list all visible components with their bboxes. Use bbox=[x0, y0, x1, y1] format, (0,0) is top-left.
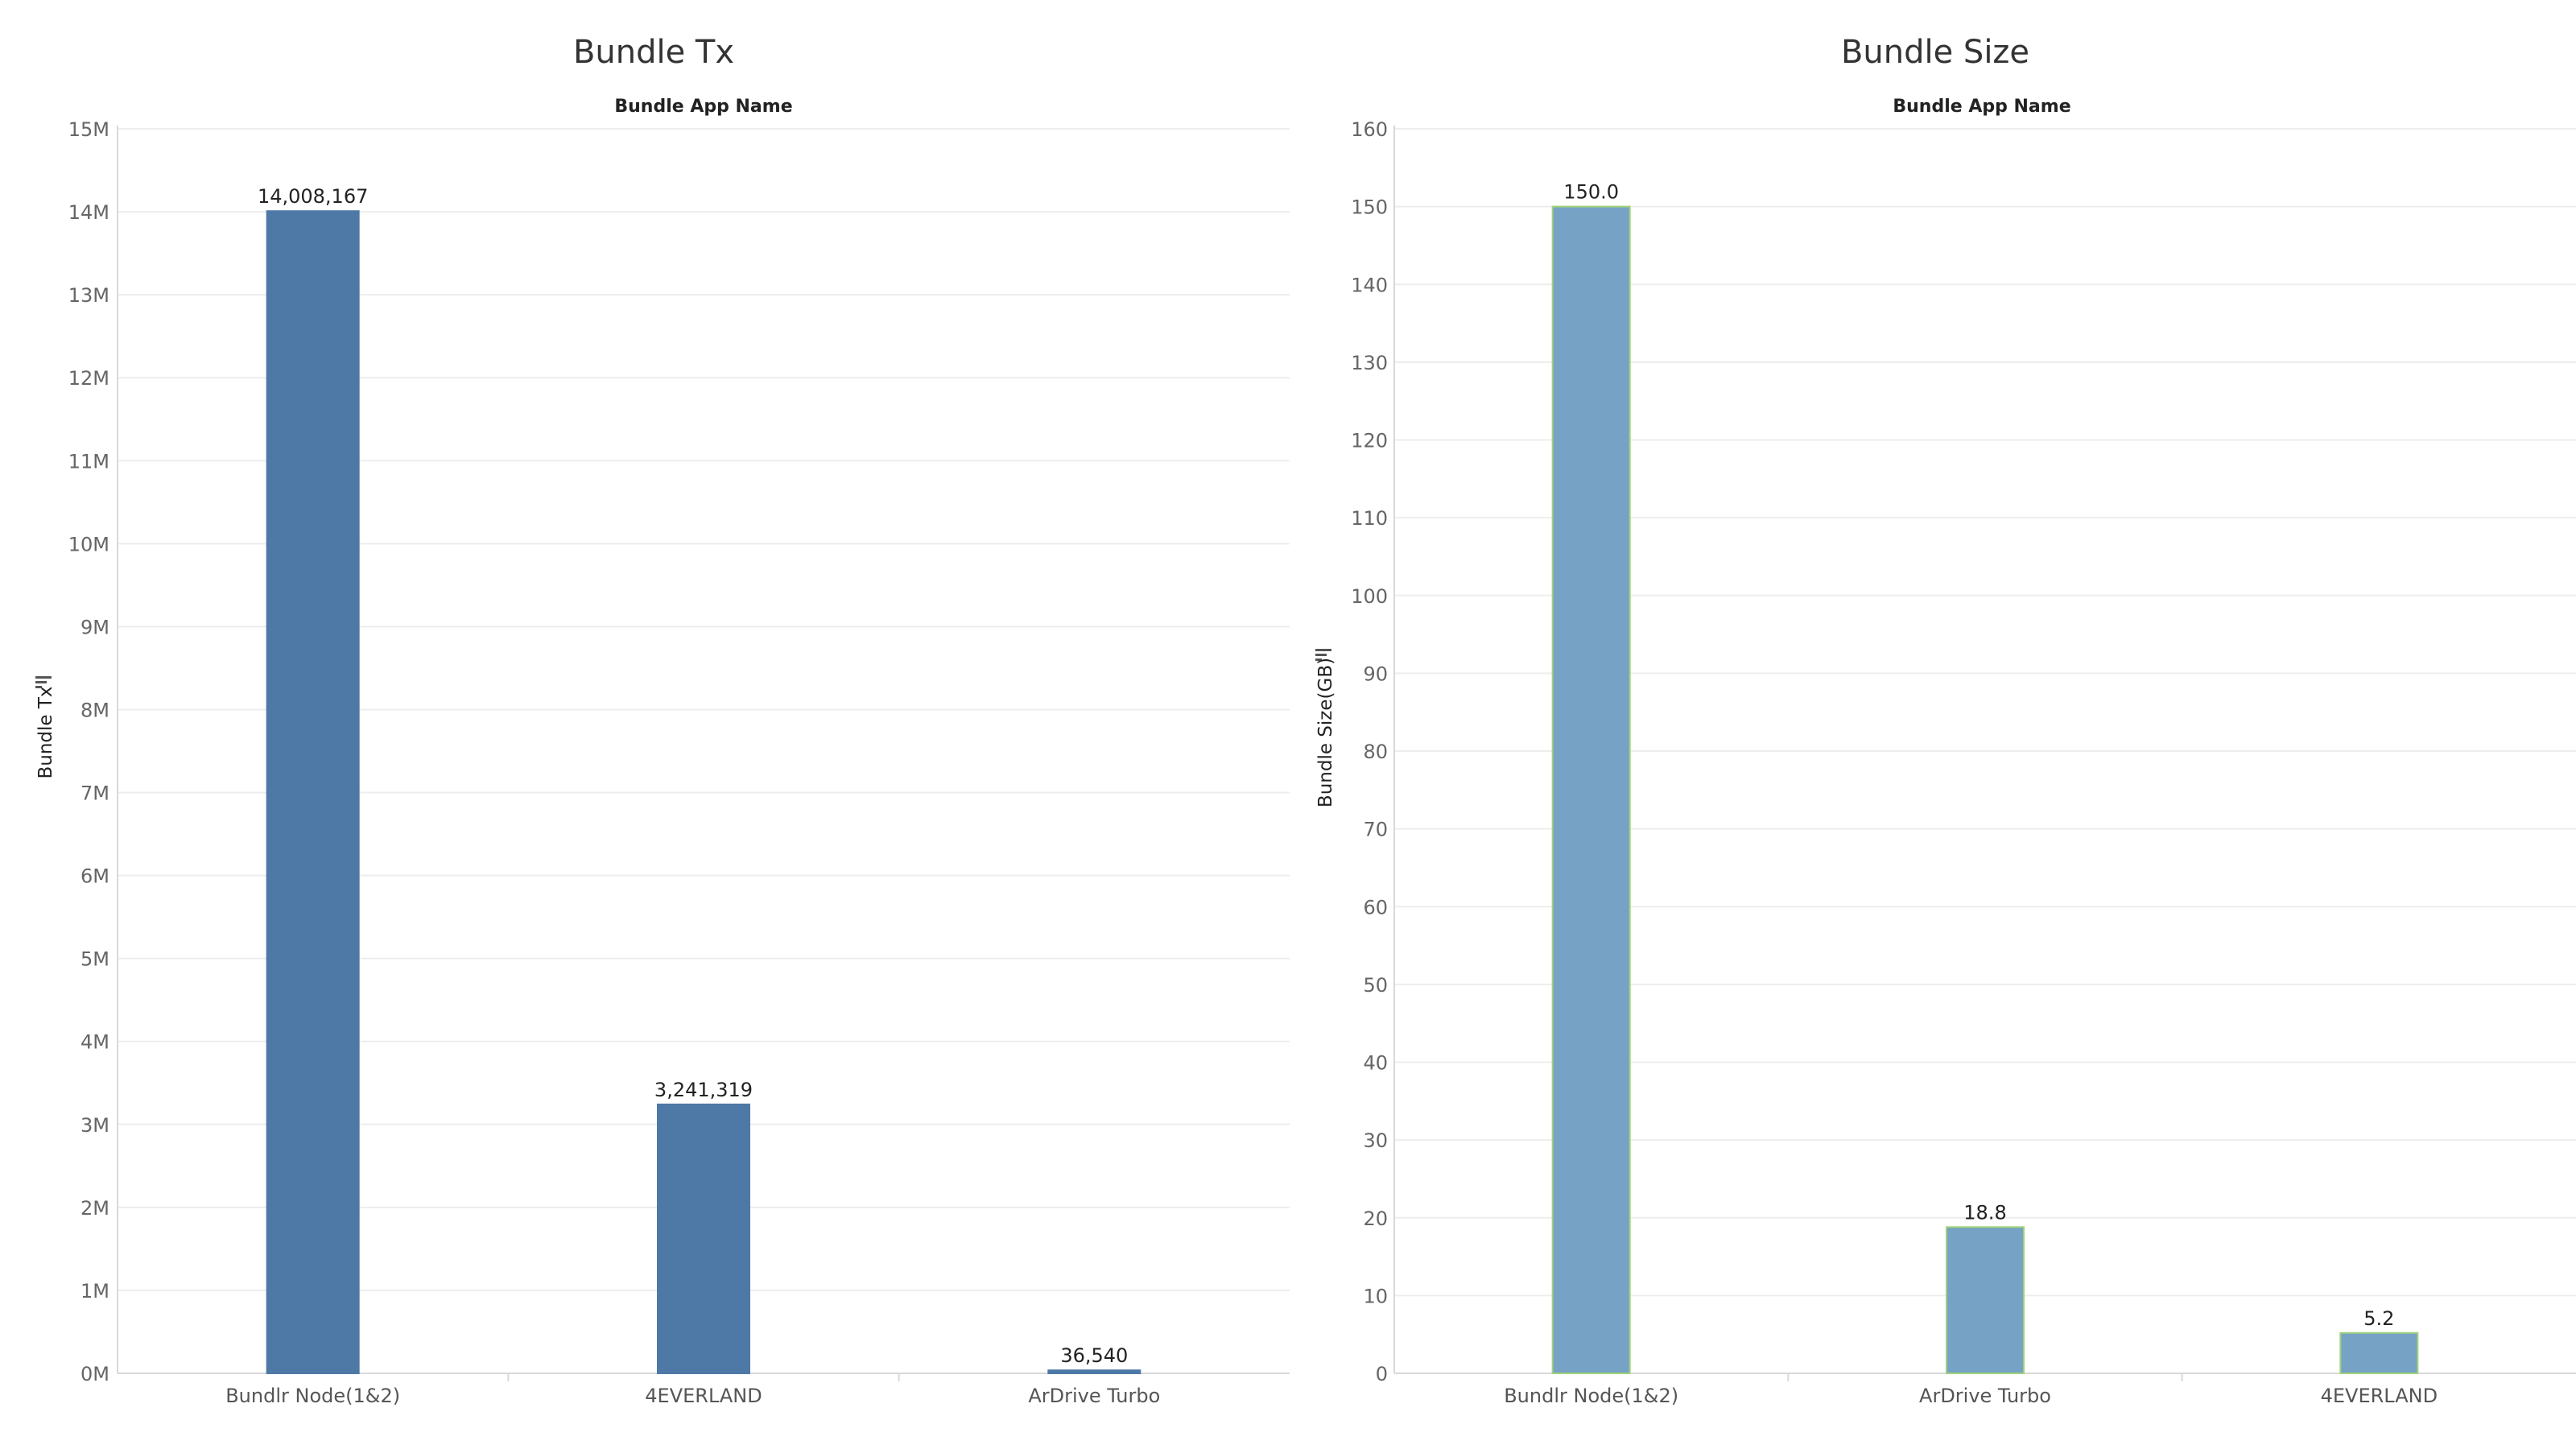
x-tick-label: Bundlr Node(1&2) bbox=[1504, 1385, 1678, 1407]
y-tick-label: 9M bbox=[80, 616, 109, 638]
x-tick-label: ArDrive Turbo bbox=[1919, 1385, 2051, 1407]
y-tick-label: 10 bbox=[1363, 1285, 1388, 1307]
x-tick-label: 4EVERLAND bbox=[645, 1385, 762, 1407]
chart-title-bundle-tx: Bundle Tx bbox=[573, 34, 734, 71]
data-label: 5.2 bbox=[2363, 1307, 2394, 1330]
bar[interactable] bbox=[1047, 1369, 1141, 1374]
y-tick-label: 7M bbox=[80, 782, 109, 805]
x-tick-label: 4EVERLAND bbox=[2321, 1385, 2438, 1407]
y-tick-label: 15M bbox=[68, 118, 109, 141]
x-tick-label: ArDrive Turbo bbox=[1028, 1385, 1160, 1407]
sort-icon[interactable] bbox=[35, 676, 52, 688]
y-tick-label: 5M bbox=[80, 948, 109, 971]
x-tick-label: Bundlr Node(1&2) bbox=[225, 1385, 400, 1407]
y-tick-label: 13M bbox=[68, 284, 109, 307]
y-tick-label: 110 bbox=[1351, 507, 1388, 530]
y-tick-label: 80 bbox=[1363, 741, 1388, 763]
y-tick-label: 130 bbox=[1351, 352, 1388, 374]
data-label: 150.0 bbox=[1563, 181, 1619, 204]
y-tick-label: 0M bbox=[80, 1363, 109, 1385]
y-tick-label: 14M bbox=[68, 201, 109, 224]
y-tick-label: 50 bbox=[1363, 974, 1388, 997]
y-tick-label: 11M bbox=[68, 450, 109, 473]
x-axis-header-bundle-size: Bundle App Name bbox=[1893, 97, 2070, 117]
y-tick-label: 100 bbox=[1351, 585, 1388, 608]
y-tick-label: 6M bbox=[80, 865, 109, 888]
y-tick-label: 3M bbox=[80, 1114, 109, 1137]
bar[interactable] bbox=[1946, 1226, 2025, 1374]
bar[interactable] bbox=[657, 1103, 750, 1375]
y-tick-label: 120 bbox=[1351, 430, 1388, 452]
y-tick-label: 150 bbox=[1351, 196, 1388, 219]
data-label: 14,008,167 bbox=[258, 185, 368, 208]
y-tick-label: 12M bbox=[68, 367, 109, 390]
plot-area-bundle-tx: 0M 1M 2M 3M 4M 5M 6M 7M 8M 9M 10M 11M 12M 13M 14M 15M 14… bbox=[68, 118, 1290, 1407]
bar[interactable] bbox=[1551, 205, 1631, 1374]
chart-title-bundle-size: Bundle Size bbox=[1841, 34, 2029, 71]
data-label: 18.8 bbox=[1963, 1201, 2006, 1224]
y-tick-label: 2M bbox=[80, 1197, 109, 1220]
chart-bundle-size: Bundle Size Bundle App Name Bundle Size(… bbox=[1315, 34, 2576, 1407]
data-label: 36,540 bbox=[1060, 1344, 1128, 1367]
y-tick-label: 60 bbox=[1363, 896, 1388, 919]
y-tick-label: 0 bbox=[1376, 1363, 1388, 1385]
bar[interactable] bbox=[266, 210, 360, 1374]
y-tick-label: 70 bbox=[1363, 819, 1388, 841]
x-axis-header-bundle-tx: Bundle App Name bbox=[614, 97, 792, 117]
y-tick-label: 10M bbox=[68, 533, 109, 555]
y-axis-label-bundle-size: Bundle Size(GB) bbox=[1315, 658, 1336, 807]
y-tick-label: 40 bbox=[1363, 1052, 1388, 1075]
y-tick-label: 20 bbox=[1363, 1208, 1388, 1230]
y-tick-label: 30 bbox=[1363, 1129, 1388, 1152]
sort-icon[interactable] bbox=[1315, 649, 1331, 661]
y-tick-label: 90 bbox=[1363, 663, 1388, 685]
chart-bundle-tx: Bundle Tx Bundle App Name Bundle Tx 0M 1M… bbox=[35, 34, 1290, 1407]
plot-area-bundle-size: 0 10 20 30 40 50 60 70 80 90 100 110 120 130 140 150 160… bbox=[1351, 118, 2576, 1407]
y-tick-label: 4M bbox=[80, 1031, 109, 1054]
y-axis-label-bundle-tx: Bundle Tx bbox=[35, 686, 56, 778]
y-tick-label: 1M bbox=[80, 1280, 109, 1302]
y-tick-label: 8M bbox=[80, 699, 109, 721]
bar[interactable] bbox=[2339, 1331, 2419, 1375]
y-tick-label: 160 bbox=[1351, 118, 1388, 141]
y-tick-label: 140 bbox=[1351, 274, 1388, 296]
data-label: 3,241,319 bbox=[654, 1079, 753, 1101]
